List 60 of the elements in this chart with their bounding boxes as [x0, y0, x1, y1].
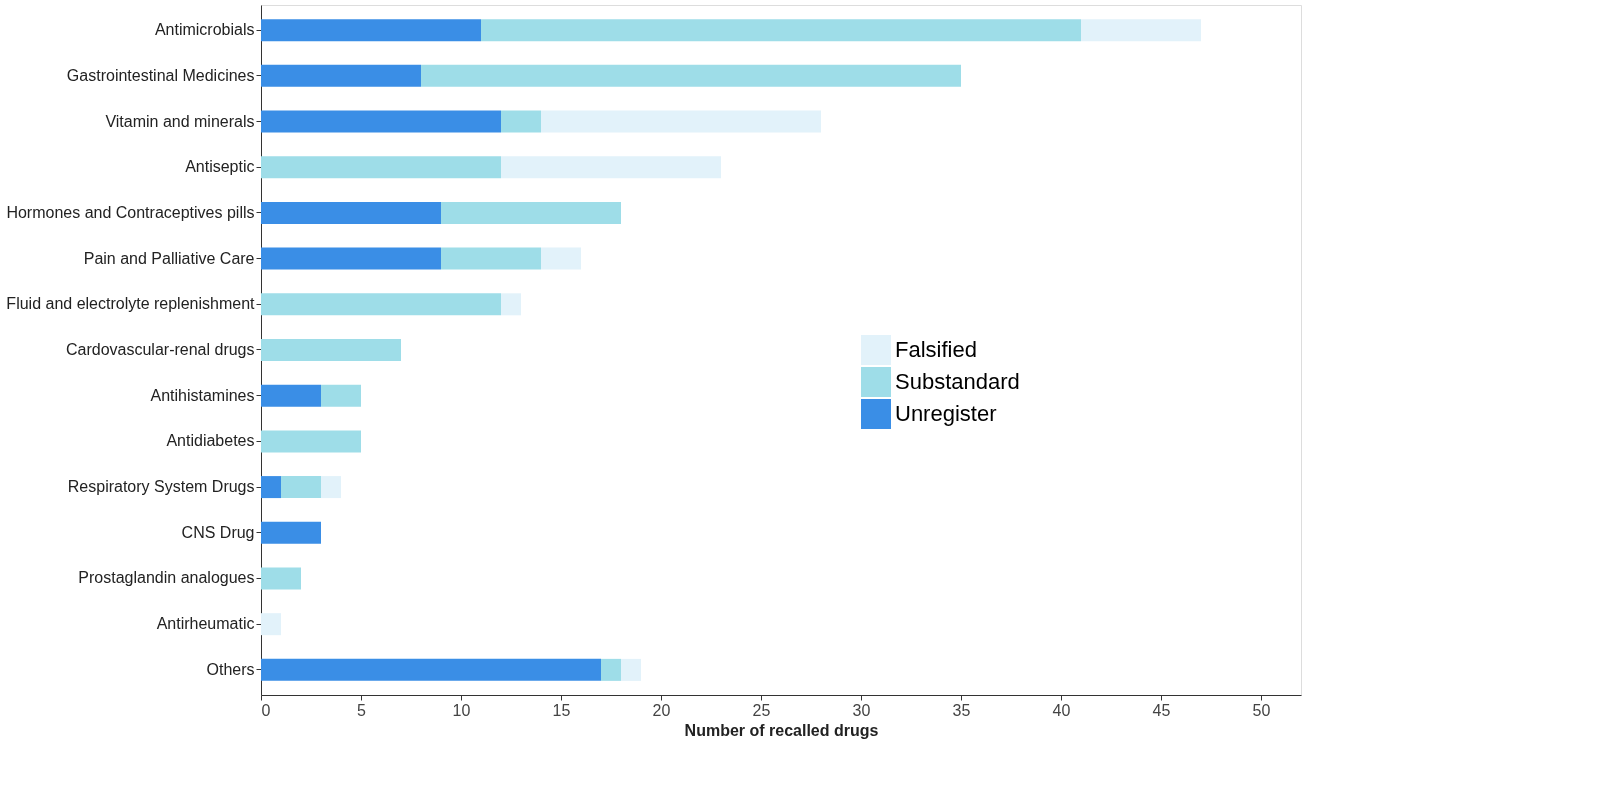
- x-tick-label: 0: [261, 701, 271, 719]
- x-tick-label: 25: [752, 701, 771, 719]
- y-tick-label: Fluid and electrolyte replenishment: [6, 295, 256, 313]
- y-tick-label: Vitamin and minerals: [105, 112, 255, 130]
- y-tick-label: Antimicrobials: [154, 21, 255, 39]
- bar: [261, 19, 481, 42]
- y-tick-label: Pain and Palliative Care: [83, 249, 255, 267]
- bar: [261, 293, 501, 316]
- bar: [261, 247, 441, 270]
- bar: [321, 384, 361, 407]
- y-tick-label: Antirheumatic: [156, 615, 255, 633]
- bar: [441, 247, 541, 270]
- bar: [261, 110, 501, 133]
- y-tick-label: Cardovascular-renal drugs: [65, 341, 255, 358]
- bar: [261, 521, 321, 544]
- bar: [261, 201, 441, 224]
- bar: [261, 613, 281, 636]
- y-tick-label: Antidiabetes: [166, 432, 255, 450]
- x-tick-label: 10: [452, 701, 471, 719]
- y-tick-label: Hormones and Contraceptives pills: [6, 203, 255, 221]
- bar: [261, 384, 321, 407]
- x-tick-label: 30: [852, 701, 871, 719]
- bar: [261, 156, 501, 179]
- bar: [1081, 19, 1201, 42]
- bar: [481, 19, 1081, 42]
- bar: [261, 430, 361, 453]
- x-tick-label: 40: [1052, 701, 1071, 719]
- bar: [421, 64, 961, 87]
- legend-label: Falsified: [895, 337, 977, 362]
- bar: [261, 64, 421, 87]
- y-tick-label: Antihistamines: [150, 386, 255, 404]
- bar: [501, 110, 541, 133]
- x-tick-label: 15: [552, 701, 571, 719]
- bar: [281, 476, 321, 499]
- bar: [441, 201, 621, 224]
- bar: [621, 658, 641, 681]
- bar: [501, 156, 721, 179]
- bar: [501, 293, 521, 316]
- y-tick-label: Respiratory System Drugs: [67, 478, 255, 496]
- x-tick-label: 50: [1252, 701, 1271, 719]
- bar: [541, 110, 821, 133]
- bar: [261, 476, 281, 499]
- x-tick-label: 20: [652, 701, 671, 719]
- bar: [261, 658, 601, 681]
- bar: [601, 658, 621, 681]
- bar: [321, 476, 341, 499]
- legend-label: Unregister: [895, 401, 997, 426]
- x-tick-label: 45: [1152, 701, 1171, 719]
- legend-label: Substandard: [895, 369, 1020, 394]
- x-axis-title: Number of recalled drugs: [684, 721, 879, 739]
- x-tick-label: 35: [952, 701, 971, 719]
- bar: [541, 247, 581, 270]
- x-tick-label: 5: [357, 701, 367, 719]
- y-tick-label: Prostaglandin analogues: [78, 569, 255, 587]
- bar: [261, 567, 301, 590]
- y-tick-label: Antiseptic: [185, 158, 255, 176]
- y-tick-label: CNS Drug: [181, 523, 255, 541]
- bar: [261, 339, 401, 361]
- y-tick-label: Others: [206, 660, 255, 678]
- y-tick-label: Gastrointestinal Medicines: [66, 66, 255, 84]
